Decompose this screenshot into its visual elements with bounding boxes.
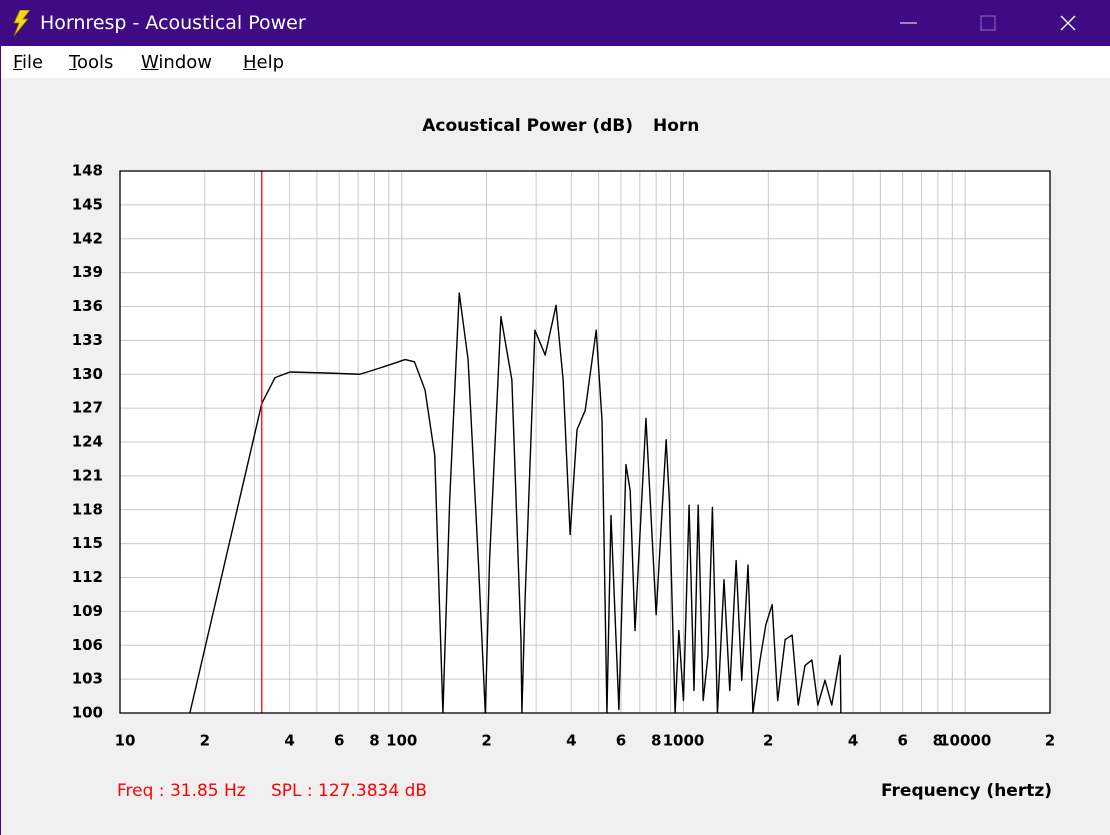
x-tick-label: 2 — [481, 732, 491, 750]
menu-item[interactable]: Tools — [69, 52, 114, 73]
y-tick-label: 103 — [72, 670, 103, 688]
y-tick-label: 124 — [72, 433, 103, 451]
y-tick-label: 106 — [72, 636, 103, 654]
x-tick-label: 1000 — [663, 732, 705, 750]
cursor-spl: SPL : 127.3834 dB — [271, 781, 427, 801]
x-tick-label: 2 — [1045, 732, 1055, 750]
x-tick-label: 100 — [386, 732, 417, 750]
y-tick-label: 115 — [72, 534, 103, 552]
x-tick-label: 10 — [115, 732, 136, 750]
x-tick-label: 6 — [334, 732, 344, 750]
y-tick-label: 136 — [72, 297, 103, 315]
app-icon — [13, 10, 31, 36]
menu-item[interactable]: Window — [141, 52, 212, 73]
cursor-frequency: Freq : 31.85 Hz — [117, 781, 246, 801]
x-tick-label: 6 — [897, 732, 907, 750]
x-axis-label: Frequency (hertz) — [881, 781, 1052, 801]
x-tick-label: 8 — [651, 732, 661, 750]
title-bar: Hornresp - Acoustical Power — [0, 0, 1110, 46]
window-border — [0, 46, 1, 835]
y-tick-label: 109 — [72, 602, 103, 620]
menu-bar: File Tools Window Help — [0, 46, 1110, 78]
y-tick-label: 112 — [72, 568, 103, 586]
window-controls[interactable] — [880, 0, 1080, 46]
y-tick-label: 130 — [72, 365, 103, 383]
y-tick-label: 133 — [72, 331, 103, 349]
menu-item[interactable]: Help — [243, 52, 285, 73]
chart-title: Acoustical Power (dB) — [422, 116, 633, 136]
y-tick-label: 148 — [72, 162, 103, 180]
x-tick-label: 2 — [763, 732, 773, 750]
y-tick-label: 121 — [72, 466, 103, 484]
x-tick-label: 10000 — [939, 732, 991, 750]
x-tick-label: 4 — [284, 732, 294, 750]
maximize-button[interactable] — [980, 15, 996, 31]
menu-item[interactable]: File — [13, 52, 44, 73]
x-tick-label: 4 — [566, 732, 576, 750]
x-tick-label: 4 — [848, 732, 858, 750]
y-tick-label: 118 — [72, 500, 103, 518]
y-tick-label: 142 — [72, 229, 103, 247]
chart-subtitle: Horn — [653, 116, 699, 136]
close-button[interactable] — [1060, 15, 1076, 31]
plot-area — [120, 171, 1050, 713]
plot-border — [119, 170, 1051, 714]
window-title: Hornresp - Acoustical Power — [40, 12, 306, 34]
x-tick-label: 6 — [616, 732, 626, 750]
y-tick-label: 100 — [72, 704, 103, 722]
y-tick-label: 127 — [72, 399, 103, 417]
data-line — [189, 292, 842, 714]
x-tick-label: 8 — [369, 732, 379, 750]
x-tick-label: 2 — [200, 732, 210, 750]
y-tick-label: 139 — [72, 263, 103, 281]
x-tick-label: 8 — [933, 732, 943, 750]
y-tick-label: 145 — [72, 195, 103, 213]
